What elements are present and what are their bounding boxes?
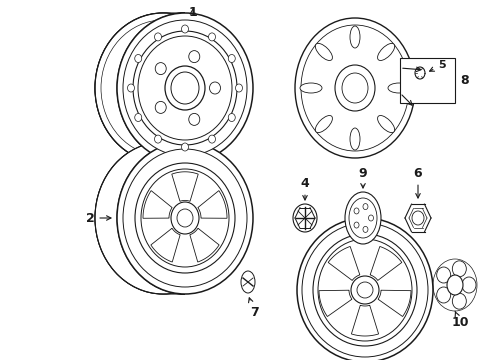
Ellipse shape xyxy=(181,25,189,33)
Ellipse shape xyxy=(342,73,368,103)
Ellipse shape xyxy=(127,84,134,92)
Ellipse shape xyxy=(189,51,200,63)
Polygon shape xyxy=(172,172,198,201)
Polygon shape xyxy=(351,305,379,336)
Ellipse shape xyxy=(135,113,142,122)
Polygon shape xyxy=(190,228,219,262)
Ellipse shape xyxy=(378,44,394,60)
Text: 2: 2 xyxy=(86,212,111,225)
Polygon shape xyxy=(378,290,411,316)
Polygon shape xyxy=(95,13,185,163)
Ellipse shape xyxy=(301,25,409,151)
Ellipse shape xyxy=(318,239,412,341)
Text: 9: 9 xyxy=(359,166,368,188)
Text: 1: 1 xyxy=(189,5,197,18)
Ellipse shape xyxy=(138,36,232,140)
Ellipse shape xyxy=(165,66,205,110)
Text: 8: 8 xyxy=(460,73,468,86)
Text: 7: 7 xyxy=(248,298,258,319)
Ellipse shape xyxy=(415,67,425,79)
Ellipse shape xyxy=(368,215,373,221)
Ellipse shape xyxy=(171,72,199,104)
Ellipse shape xyxy=(171,202,199,234)
Ellipse shape xyxy=(302,223,428,357)
Ellipse shape xyxy=(452,293,466,309)
Ellipse shape xyxy=(155,102,166,113)
Bar xyxy=(400,58,455,103)
Ellipse shape xyxy=(189,113,200,125)
Ellipse shape xyxy=(354,222,359,228)
Ellipse shape xyxy=(241,271,255,293)
Ellipse shape xyxy=(133,31,237,145)
Ellipse shape xyxy=(295,18,415,158)
Ellipse shape xyxy=(316,44,332,60)
Ellipse shape xyxy=(349,198,377,238)
Ellipse shape xyxy=(228,113,235,122)
Polygon shape xyxy=(319,290,352,316)
Ellipse shape xyxy=(378,116,394,132)
Ellipse shape xyxy=(452,261,466,277)
Ellipse shape xyxy=(351,276,379,304)
Text: 6: 6 xyxy=(414,166,422,198)
Ellipse shape xyxy=(209,135,216,143)
Ellipse shape xyxy=(350,128,360,150)
Ellipse shape xyxy=(141,169,229,267)
Polygon shape xyxy=(143,191,172,218)
Ellipse shape xyxy=(228,54,235,63)
Text: 5: 5 xyxy=(430,60,446,71)
Ellipse shape xyxy=(313,234,417,346)
Polygon shape xyxy=(198,191,227,218)
Ellipse shape xyxy=(117,142,253,294)
Polygon shape xyxy=(328,247,360,280)
Ellipse shape xyxy=(363,226,368,233)
Ellipse shape xyxy=(354,208,359,214)
Ellipse shape xyxy=(437,287,451,303)
Ellipse shape xyxy=(388,83,410,93)
Ellipse shape xyxy=(316,116,332,132)
Ellipse shape xyxy=(155,63,166,75)
Ellipse shape xyxy=(462,277,476,293)
Ellipse shape xyxy=(345,192,381,244)
Ellipse shape xyxy=(154,33,162,41)
Ellipse shape xyxy=(135,163,235,273)
Ellipse shape xyxy=(350,26,360,48)
Ellipse shape xyxy=(123,149,247,287)
Text: 10: 10 xyxy=(451,311,469,329)
Polygon shape xyxy=(370,247,402,280)
Ellipse shape xyxy=(95,142,231,294)
Ellipse shape xyxy=(447,275,463,295)
Ellipse shape xyxy=(293,204,317,232)
Ellipse shape xyxy=(437,267,451,283)
Ellipse shape xyxy=(123,20,247,156)
Ellipse shape xyxy=(363,204,368,210)
Ellipse shape xyxy=(236,84,243,92)
Polygon shape xyxy=(151,228,180,262)
Text: 3: 3 xyxy=(0,359,1,360)
Ellipse shape xyxy=(297,218,433,360)
Ellipse shape xyxy=(412,211,424,225)
Text: 4: 4 xyxy=(301,176,309,200)
Ellipse shape xyxy=(210,82,220,94)
Ellipse shape xyxy=(335,65,375,111)
Ellipse shape xyxy=(300,83,322,93)
Ellipse shape xyxy=(135,54,142,63)
Ellipse shape xyxy=(357,282,373,298)
Ellipse shape xyxy=(181,143,189,151)
Ellipse shape xyxy=(117,13,253,163)
Ellipse shape xyxy=(177,209,193,227)
Polygon shape xyxy=(95,142,185,294)
Ellipse shape xyxy=(154,135,162,143)
Ellipse shape xyxy=(95,13,231,163)
Ellipse shape xyxy=(209,33,216,41)
